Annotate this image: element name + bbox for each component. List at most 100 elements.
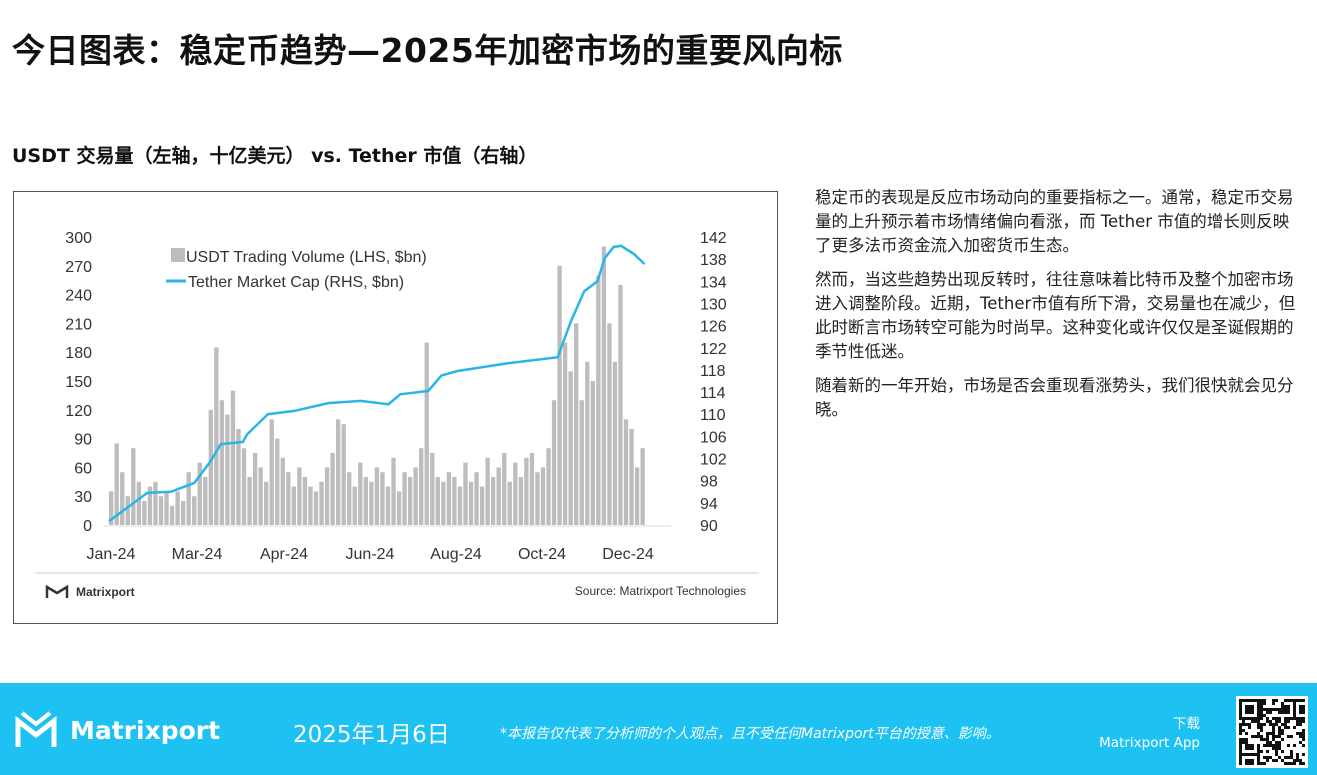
y-right-tick-label: 102 xyxy=(700,452,727,469)
volume-bar xyxy=(164,491,169,525)
footer-logo: Matrixport xyxy=(14,711,220,749)
x-tick-label: Dec-24 xyxy=(602,546,654,563)
volume-bar xyxy=(490,477,496,525)
volume-bar xyxy=(197,462,202,525)
volume-bar xyxy=(424,342,429,525)
x-tick-label: Mar-24 xyxy=(172,546,223,563)
y-right-tick-label: 142 xyxy=(700,230,727,247)
y-right-tick-label: 118 xyxy=(700,363,726,380)
volume-bar xyxy=(241,448,247,525)
volume-bar xyxy=(264,481,269,525)
volume-bar xyxy=(507,481,512,525)
volume-bar xyxy=(562,342,568,525)
legend-label-volume: USDT Trading Volume (LHS, $bn) xyxy=(186,249,427,266)
volume-bar xyxy=(446,472,452,525)
y-right-tick-label: 106 xyxy=(700,429,727,446)
y-left-tick-label: 90 xyxy=(74,432,92,449)
volume-bar xyxy=(169,505,175,525)
volume-bar xyxy=(463,462,468,525)
volume-bar xyxy=(219,400,225,525)
disclaimer: *本报告仅代表了分析师的个人观点，且不受任何Matrixport平台的授意、影响… xyxy=(500,726,1000,742)
volume-bar xyxy=(313,491,319,525)
volume-bar xyxy=(419,448,424,525)
volume-bar xyxy=(601,246,607,525)
volume-bar xyxy=(607,323,612,525)
volume-bar xyxy=(568,371,573,525)
y-right-tick-label: 90 xyxy=(700,518,718,535)
volume-bar xyxy=(319,481,324,525)
volume-bar xyxy=(214,347,219,525)
volume-bar xyxy=(369,481,374,525)
volume-bar xyxy=(280,457,285,525)
volume-bar xyxy=(131,448,136,525)
download-app-link[interactable]: 下载 Matrixport App xyxy=(1099,715,1200,753)
x-tick-label: Jun-24 xyxy=(346,546,395,563)
y-left-tick-label: 30 xyxy=(74,489,92,506)
matrixport-logo-icon xyxy=(15,711,57,747)
volume-bar xyxy=(142,501,147,525)
chart-container: 0 30 60 90 120 150 180 210 240 270 300 90 94 98 102 106… xyxy=(13,191,778,624)
volume-bar xyxy=(430,453,435,525)
volume-bar xyxy=(407,477,413,525)
volume-bar xyxy=(341,424,346,525)
y-right-tick-label: 134 xyxy=(700,274,727,291)
page-title: 今日图表：稳定币趋势—2025年加密市场的重要风向标 xyxy=(12,31,843,70)
volume-bar xyxy=(269,419,274,525)
description: 稳定币的表现是反应市场动向的重要指标之一。通常，稳定币交易量的上升预示着市场情绪… xyxy=(815,186,1305,432)
volume-bar xyxy=(529,453,535,525)
volume-bar xyxy=(147,486,153,525)
legend-swatch-volume xyxy=(171,248,185,262)
volume-bar xyxy=(324,467,330,525)
volume-bar xyxy=(518,477,524,525)
y-right-tick-label: 114 xyxy=(700,385,726,402)
y-left-tick-label: 300 xyxy=(65,230,92,247)
footer-brand: Matrixport xyxy=(70,715,221,745)
volume-bar xyxy=(275,438,280,525)
volume-bar xyxy=(186,472,191,525)
volume-bar xyxy=(618,285,623,525)
volume-bar xyxy=(247,477,252,525)
y-right-tick-label: 138 xyxy=(700,252,727,269)
x-tick-label: Apr-24 xyxy=(260,546,308,563)
chart-svg: 0 30 60 90 120 150 180 210 240 270 300 90 94 98 102 106… xyxy=(36,230,759,599)
volume-bar xyxy=(535,472,540,525)
volume-bar xyxy=(524,457,529,525)
matrixport-logo-icon xyxy=(45,584,69,598)
volume-bar xyxy=(192,496,197,525)
volume-bar xyxy=(557,265,562,525)
legend-label-market-cap: Tether Market Cap (RHS, $bn) xyxy=(188,274,404,291)
volume-bar xyxy=(385,486,391,525)
x-tick-label: Oct-24 xyxy=(518,546,566,563)
volume-bar xyxy=(496,467,501,525)
volume-bar xyxy=(413,467,418,525)
volume-bar xyxy=(158,496,164,525)
volume-bar xyxy=(203,477,208,525)
volume-bar xyxy=(479,486,485,525)
volume-bar xyxy=(551,400,557,525)
qr-code-icon[interactable] xyxy=(1236,696,1308,768)
volume-bar xyxy=(502,453,507,525)
volume-bar xyxy=(590,381,595,525)
footer: Matrixport 2025年1月6日 *本报告仅代表了分析师的个人观点，且不… xyxy=(0,683,1317,775)
y-left-tick-label: 240 xyxy=(65,288,92,305)
volume-bar xyxy=(579,400,584,525)
y-left-tick-label: 270 xyxy=(65,259,92,276)
volume-bar xyxy=(380,472,385,525)
volume-bar xyxy=(175,491,180,525)
volume-bar xyxy=(153,481,158,525)
volume-bar xyxy=(297,467,302,525)
volume-bar xyxy=(513,462,518,525)
volume-bar xyxy=(335,419,341,525)
volume-bar xyxy=(540,467,546,525)
chart-brand: Matrixport xyxy=(76,585,135,599)
volume-bar xyxy=(109,491,114,525)
download-label: 下载 xyxy=(1173,716,1200,732)
y-right-tick-label: 130 xyxy=(700,296,727,313)
market-cap-line xyxy=(108,244,646,523)
chart-source: Source: Matrixport Technologies xyxy=(575,584,746,598)
y-left-tick-label: 120 xyxy=(65,403,92,420)
volume-bar xyxy=(225,414,230,525)
volume-bar xyxy=(363,477,368,525)
volume-bar xyxy=(452,477,457,525)
x-tick-label: Aug-24 xyxy=(430,546,482,563)
